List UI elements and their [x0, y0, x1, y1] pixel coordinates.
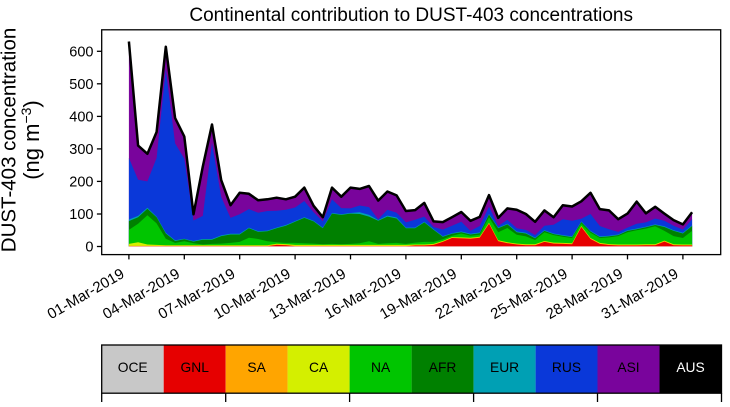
- svg-text:SA: SA: [247, 360, 266, 375]
- svg-text:ASI: ASI: [617, 360, 639, 375]
- svg-text:AUS: AUS: [676, 360, 704, 375]
- svg-text:400: 400: [69, 110, 93, 126]
- svg-text:RUS: RUS: [552, 360, 581, 375]
- svg-text:CA: CA: [309, 360, 329, 375]
- svg-text:0: 0: [85, 240, 93, 256]
- svg-text:GNL: GNL: [181, 360, 210, 375]
- svg-text:100: 100: [69, 207, 93, 223]
- svg-text:DUST-403 concentration: DUST-403 concentration: [0, 28, 21, 252]
- svg-text:NA: NA: [371, 360, 391, 375]
- svg-text:300: 300: [69, 142, 93, 158]
- svg-text:OCE: OCE: [118, 360, 148, 375]
- svg-text:Continental contribution to DU: Continental contribution to DUST-403 con…: [189, 5, 633, 26]
- svg-text:200: 200: [69, 175, 93, 191]
- svg-text:EUR: EUR: [490, 360, 519, 375]
- svg-text:500: 500: [69, 77, 93, 93]
- svg-text:600: 600: [69, 45, 93, 61]
- svg-text:AFR: AFR: [429, 360, 457, 375]
